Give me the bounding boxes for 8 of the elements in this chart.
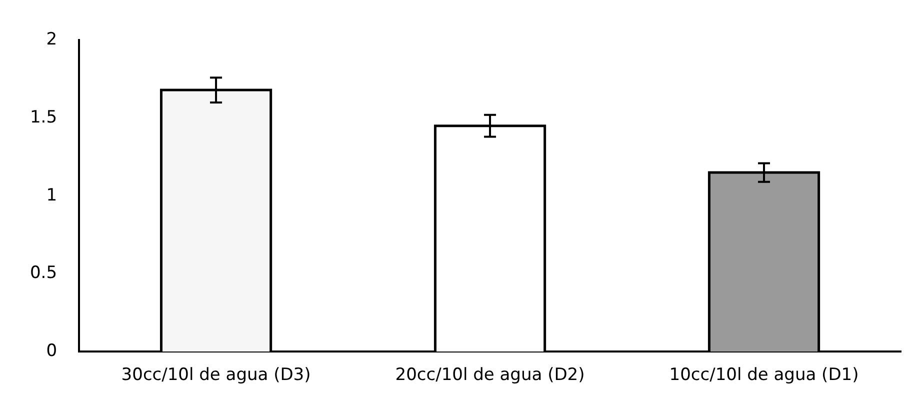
x-tick-label: 30cc/10l de agua (D3) <box>121 365 311 386</box>
y-tick-label: 1.5 <box>30 107 58 128</box>
x-tick-label: 10cc/10l de agua (D1) <box>669 365 859 386</box>
y-tick-label: 0.5 <box>30 263 58 284</box>
y-tick-label: 1 <box>46 185 58 206</box>
y-tick-label: 2 <box>46 30 58 50</box>
y-tick-label: 0 <box>46 341 58 362</box>
x-tick-label: 20cc/10l de agua (D2) <box>395 365 585 386</box>
